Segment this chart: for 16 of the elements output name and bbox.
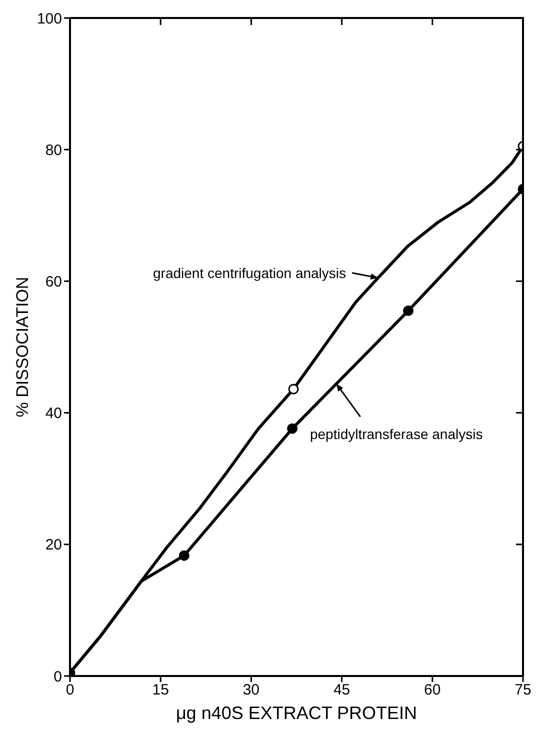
x-axis-title: μg n40S EXTRACT PROTEIN: [176, 703, 418, 723]
x-tick-label: 45: [333, 682, 350, 699]
x-tick-label: 30: [242, 682, 260, 699]
annotation: peptidyltransferase analysis: [310, 426, 483, 442]
y-tick-label: 60: [45, 274, 62, 291]
x-tick-label: 15: [152, 682, 169, 699]
y-tick-label: 0: [54, 668, 62, 686]
y-tick-label: 20: [45, 536, 62, 554]
annotation: gradient centrifugation analysis: [153, 264, 346, 281]
x-tick-label: 75: [514, 682, 532, 699]
x-tick-label: 60: [424, 682, 441, 699]
y-tick-label: 100: [36, 10, 62, 28]
y-tick-label: 40: [45, 405, 62, 422]
y-axis-title: % DISSOCIATION: [13, 276, 32, 418]
x-tick-label: 0: [66, 682, 74, 699]
y-tick-label: 80: [45, 142, 62, 159]
